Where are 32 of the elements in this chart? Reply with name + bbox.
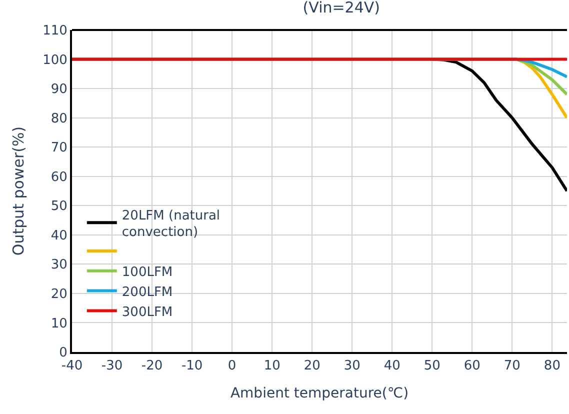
- legend-label: 300LFM: [122, 304, 173, 320]
- x-tick-label: 60: [464, 358, 480, 374]
- legend-label: 200LFM: [122, 284, 173, 300]
- y-tick-label: 0: [59, 346, 68, 361]
- x-tick-label: 80: [544, 358, 560, 374]
- legend-label: 100LFM: [122, 264, 173, 280]
- y-tick-label: 10: [50, 316, 68, 332]
- x-tick-label: 40: [384, 358, 400, 374]
- y-tick-label: 30: [50, 258, 68, 273]
- y-tick-label: 20: [50, 287, 68, 302]
- y-tick-label: 90: [50, 82, 68, 98]
- y-tick-label: 60: [50, 170, 68, 185]
- y-tick-label: 40: [50, 228, 68, 244]
- y-axis-title: Output power(%): [9, 126, 28, 256]
- x-tick-label: 70: [504, 358, 520, 374]
- y-tick-label: 80: [50, 111, 68, 126]
- x-tick-label: 50: [424, 358, 440, 374]
- x-tick-label: -40: [61, 358, 83, 374]
- x-tick-label: 30: [344, 358, 360, 374]
- x-tick-label: 20: [304, 358, 320, 374]
- y-tick-label: 70: [50, 140, 68, 156]
- y-tick-label: 100: [42, 52, 68, 68]
- x-tick-label: -10: [181, 358, 203, 374]
- legend-label: 20LFM (natural convection): [122, 208, 220, 240]
- x-tick-label: 10: [264, 358, 280, 374]
- x-axis-title: Ambient temperature(℃): [230, 385, 409, 402]
- x-tick-label: 0: [228, 358, 236, 374]
- x-tick-label: -30: [101, 358, 123, 374]
- y-tick-label: 50: [50, 199, 68, 214]
- chart-title: (Vin=24V): [302, 0, 380, 17]
- y-tick-label: 110: [42, 24, 68, 39]
- x-tick-label: -20: [141, 358, 163, 374]
